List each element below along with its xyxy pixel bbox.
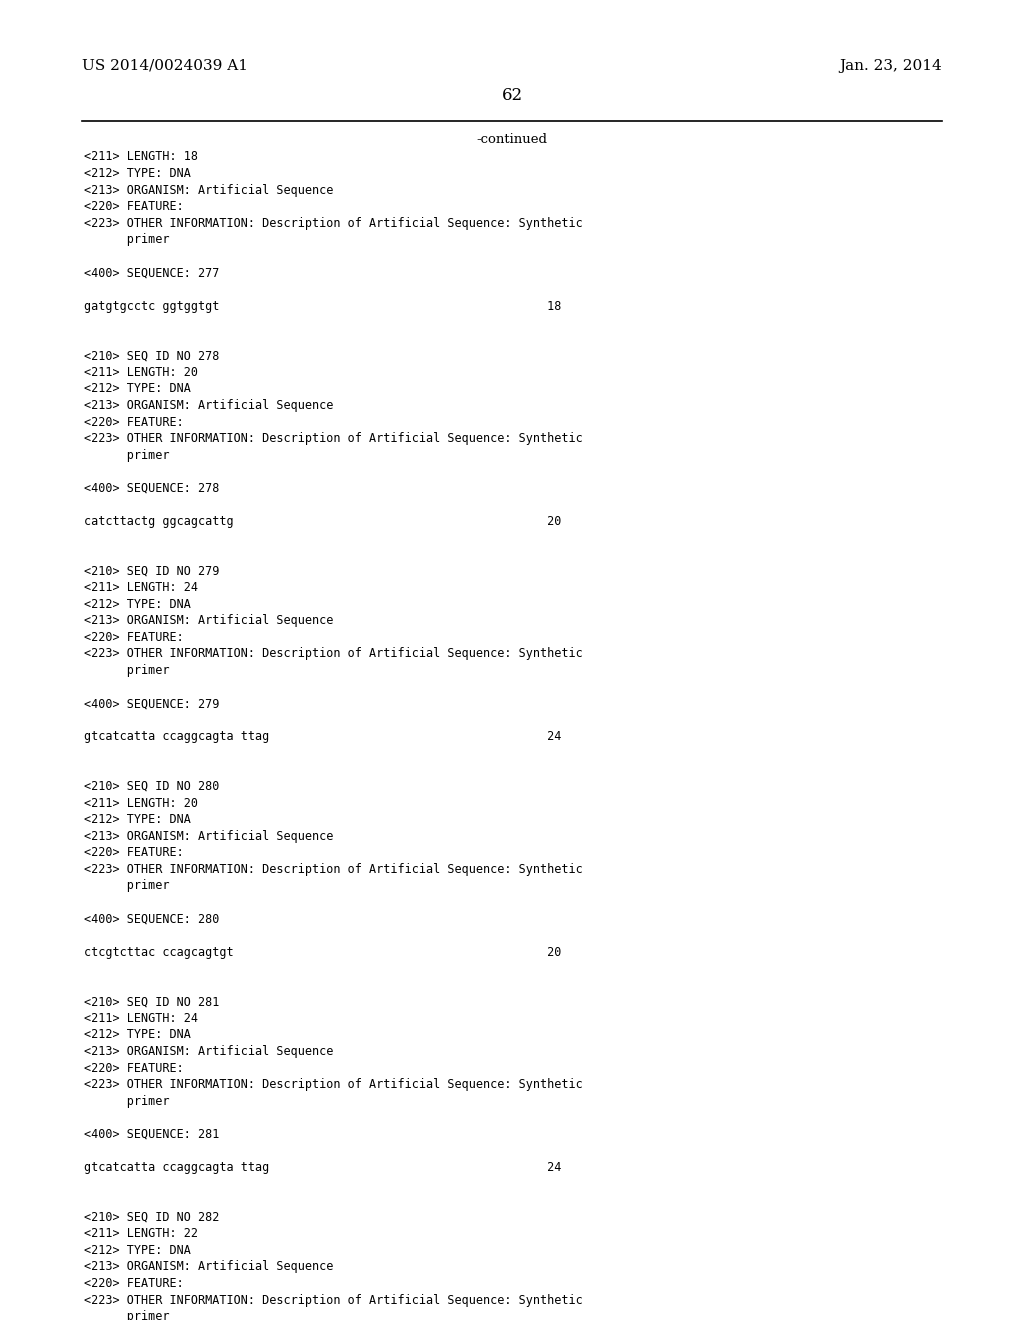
Text: <212> TYPE: DNA: <212> TYPE: DNA bbox=[84, 598, 190, 611]
Text: <223> OTHER INFORMATION: Description of Artificial Sequence: Synthetic: <223> OTHER INFORMATION: Description of … bbox=[84, 1294, 583, 1307]
Text: US 2014/0024039 A1: US 2014/0024039 A1 bbox=[82, 58, 248, 73]
Text: <400> SEQUENCE: 281: <400> SEQUENCE: 281 bbox=[84, 1127, 219, 1140]
Text: <211> LENGTH: 20: <211> LENGTH: 20 bbox=[84, 796, 198, 809]
Text: <212> TYPE: DNA: <212> TYPE: DNA bbox=[84, 813, 190, 826]
Text: <400> SEQUENCE: 279: <400> SEQUENCE: 279 bbox=[84, 697, 219, 710]
Text: <212> TYPE: DNA: <212> TYPE: DNA bbox=[84, 168, 190, 180]
Text: <212> TYPE: DNA: <212> TYPE: DNA bbox=[84, 1028, 190, 1041]
Text: ctcgtcttac ccagcagtgt                                            20: ctcgtcttac ccagcagtgt 20 bbox=[84, 945, 561, 958]
Text: <220> FEATURE:: <220> FEATURE: bbox=[84, 1061, 183, 1074]
Text: <210> SEQ ID NO 281: <210> SEQ ID NO 281 bbox=[84, 995, 219, 1008]
Text: primer: primer bbox=[84, 449, 169, 462]
Text: <211> LENGTH: 18: <211> LENGTH: 18 bbox=[84, 150, 198, 164]
Text: <213> ORGANISM: Artificial Sequence: <213> ORGANISM: Artificial Sequence bbox=[84, 614, 334, 627]
Text: <210> SEQ ID NO 278: <210> SEQ ID NO 278 bbox=[84, 350, 219, 362]
Text: 62: 62 bbox=[502, 87, 522, 104]
Text: gtcatcatta ccaggcagta ttag                                       24: gtcatcatta ccaggcagta ttag 24 bbox=[84, 1162, 561, 1173]
Text: gtcatcatta ccaggcagta ttag                                       24: gtcatcatta ccaggcagta ttag 24 bbox=[84, 730, 561, 743]
Text: <220> FEATURE:: <220> FEATURE: bbox=[84, 631, 183, 644]
Text: <211> LENGTH: 20: <211> LENGTH: 20 bbox=[84, 366, 198, 379]
Text: <212> TYPE: DNA: <212> TYPE: DNA bbox=[84, 383, 190, 396]
Text: Jan. 23, 2014: Jan. 23, 2014 bbox=[840, 58, 942, 73]
Text: <223> OTHER INFORMATION: Description of Artificial Sequence: Synthetic: <223> OTHER INFORMATION: Description of … bbox=[84, 216, 583, 230]
Text: <223> OTHER INFORMATION: Description of Artificial Sequence: Synthetic: <223> OTHER INFORMATION: Description of … bbox=[84, 863, 583, 875]
Text: primer: primer bbox=[84, 234, 169, 247]
Text: <220> FEATURE:: <220> FEATURE: bbox=[84, 1276, 183, 1290]
Text: <400> SEQUENCE: 278: <400> SEQUENCE: 278 bbox=[84, 482, 219, 495]
Text: <210> SEQ ID NO 280: <210> SEQ ID NO 280 bbox=[84, 780, 219, 793]
Text: <223> OTHER INFORMATION: Description of Artificial Sequence: Synthetic: <223> OTHER INFORMATION: Description of … bbox=[84, 647, 583, 660]
Text: <213> ORGANISM: Artificial Sequence: <213> ORGANISM: Artificial Sequence bbox=[84, 1261, 334, 1274]
Text: <220> FEATURE:: <220> FEATURE: bbox=[84, 846, 183, 859]
Text: primer: primer bbox=[84, 1094, 169, 1107]
Text: <220> FEATURE:: <220> FEATURE: bbox=[84, 416, 183, 429]
Text: <210> SEQ ID NO 279: <210> SEQ ID NO 279 bbox=[84, 565, 219, 578]
Text: <213> ORGANISM: Artificial Sequence: <213> ORGANISM: Artificial Sequence bbox=[84, 399, 334, 412]
Text: gatgtgcctc ggtggtgt                                              18: gatgtgcctc ggtggtgt 18 bbox=[84, 300, 561, 313]
Text: catcttactg ggcagcattg                                            20: catcttactg ggcagcattg 20 bbox=[84, 515, 561, 528]
Text: <213> ORGANISM: Artificial Sequence: <213> ORGANISM: Artificial Sequence bbox=[84, 1045, 334, 1059]
Text: <223> OTHER INFORMATION: Description of Artificial Sequence: Synthetic: <223> OTHER INFORMATION: Description of … bbox=[84, 1078, 583, 1092]
Text: <220> FEATURE:: <220> FEATURE: bbox=[84, 201, 183, 213]
Text: <223> OTHER INFORMATION: Description of Artificial Sequence: Synthetic: <223> OTHER INFORMATION: Description of … bbox=[84, 432, 583, 445]
Text: <211> LENGTH: 22: <211> LENGTH: 22 bbox=[84, 1228, 198, 1241]
Text: <212> TYPE: DNA: <212> TYPE: DNA bbox=[84, 1243, 190, 1257]
Text: <211> LENGTH: 24: <211> LENGTH: 24 bbox=[84, 581, 198, 594]
Text: <210> SEQ ID NO 282: <210> SEQ ID NO 282 bbox=[84, 1210, 219, 1224]
Text: <211> LENGTH: 24: <211> LENGTH: 24 bbox=[84, 1012, 198, 1024]
Text: <213> ORGANISM: Artificial Sequence: <213> ORGANISM: Artificial Sequence bbox=[84, 183, 334, 197]
Text: primer: primer bbox=[84, 879, 169, 892]
Text: <400> SEQUENCE: 280: <400> SEQUENCE: 280 bbox=[84, 912, 219, 925]
Text: <400> SEQUENCE: 277: <400> SEQUENCE: 277 bbox=[84, 267, 219, 280]
Text: -continued: -continued bbox=[476, 133, 548, 147]
Text: primer: primer bbox=[84, 1309, 169, 1320]
Text: primer: primer bbox=[84, 664, 169, 677]
Text: <213> ORGANISM: Artificial Sequence: <213> ORGANISM: Artificial Sequence bbox=[84, 830, 334, 842]
